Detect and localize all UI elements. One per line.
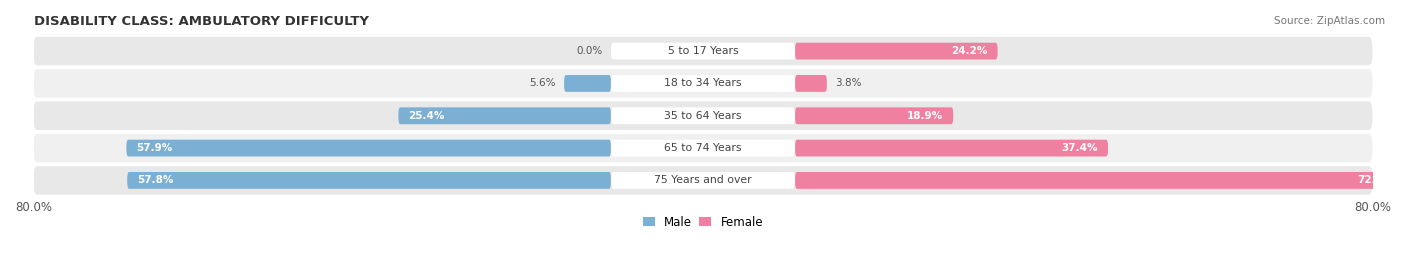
FancyBboxPatch shape: [127, 172, 612, 189]
Text: 35 to 64 Years: 35 to 64 Years: [664, 111, 742, 121]
Text: 57.9%: 57.9%: [136, 143, 173, 153]
Text: 3.8%: 3.8%: [835, 79, 862, 89]
Text: 24.2%: 24.2%: [952, 46, 987, 56]
Text: 75 Years and over: 75 Years and over: [654, 175, 752, 185]
FancyBboxPatch shape: [34, 166, 1372, 195]
FancyBboxPatch shape: [34, 69, 1372, 98]
Text: 18 to 34 Years: 18 to 34 Years: [664, 79, 742, 89]
Text: Source: ZipAtlas.com: Source: ZipAtlas.com: [1274, 16, 1385, 26]
FancyBboxPatch shape: [794, 107, 953, 124]
Legend: Male, Female: Male, Female: [643, 215, 763, 229]
FancyBboxPatch shape: [34, 37, 1372, 65]
FancyBboxPatch shape: [564, 75, 612, 92]
FancyBboxPatch shape: [34, 134, 1372, 162]
FancyBboxPatch shape: [794, 75, 827, 92]
Text: 57.8%: 57.8%: [138, 175, 174, 185]
Text: 37.4%: 37.4%: [1062, 143, 1098, 153]
Text: DISABILITY CLASS: AMBULATORY DIFFICULTY: DISABILITY CLASS: AMBULATORY DIFFICULTY: [34, 15, 368, 28]
Text: 72.7%: 72.7%: [1357, 175, 1393, 185]
Text: 0.0%: 0.0%: [576, 46, 603, 56]
Text: 5 to 17 Years: 5 to 17 Years: [668, 46, 738, 56]
FancyBboxPatch shape: [612, 107, 794, 124]
Text: 18.9%: 18.9%: [907, 111, 943, 121]
FancyBboxPatch shape: [794, 140, 1108, 157]
Text: 25.4%: 25.4%: [408, 111, 444, 121]
FancyBboxPatch shape: [612, 172, 794, 189]
FancyBboxPatch shape: [612, 43, 794, 59]
Text: 65 to 74 Years: 65 to 74 Years: [664, 143, 742, 153]
FancyBboxPatch shape: [398, 107, 612, 124]
FancyBboxPatch shape: [794, 43, 998, 59]
FancyBboxPatch shape: [612, 140, 794, 157]
FancyBboxPatch shape: [127, 140, 612, 157]
FancyBboxPatch shape: [612, 75, 794, 92]
FancyBboxPatch shape: [34, 101, 1372, 130]
FancyBboxPatch shape: [794, 172, 1403, 189]
Text: 5.6%: 5.6%: [529, 79, 555, 89]
